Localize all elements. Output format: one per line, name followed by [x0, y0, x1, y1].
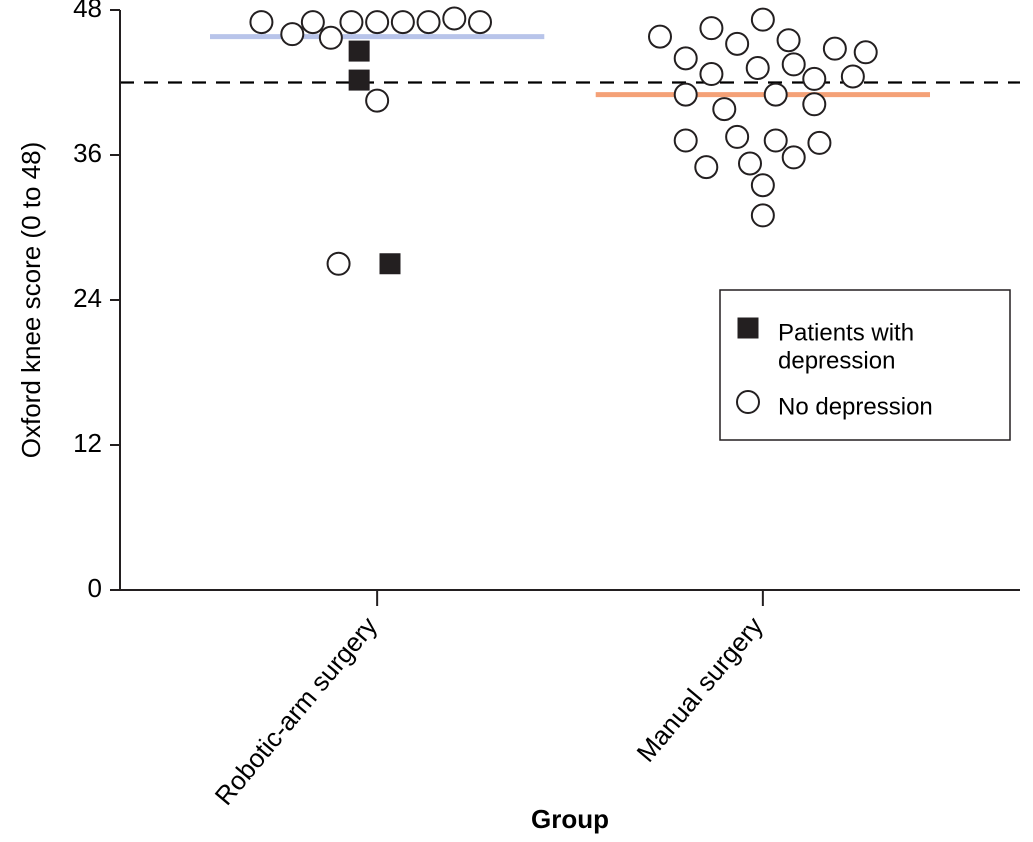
y-tick-label: 36	[73, 138, 102, 168]
data-point	[739, 152, 761, 174]
data-point	[366, 11, 388, 33]
data-point	[765, 130, 787, 152]
data-point	[726, 126, 748, 148]
data-point	[366, 90, 388, 112]
data-point	[855, 41, 877, 63]
data-point	[675, 84, 697, 106]
data-point	[842, 65, 864, 87]
y-tick-label: 24	[73, 283, 102, 313]
data-point	[700, 17, 722, 39]
x-category-label: Manual surgery	[631, 611, 769, 768]
data-point	[469, 11, 491, 33]
data-point	[675, 130, 697, 152]
data-point	[713, 98, 735, 120]
data-point	[752, 174, 774, 196]
data-point	[700, 63, 722, 85]
data-point	[808, 132, 830, 154]
data-point	[778, 29, 800, 51]
data-point	[726, 33, 748, 55]
y-tick-label: 12	[73, 428, 102, 458]
data-point	[380, 254, 400, 274]
x-category-label: Robotic-arm surgery	[209, 611, 383, 811]
legend-label: depression	[778, 347, 895, 374]
legend-marker-icon	[738, 318, 758, 338]
y-tick-label: 0	[88, 573, 102, 603]
data-point	[747, 57, 769, 79]
oxford-knee-score-chart: 0 12 24 36 48 Oxford knee score (0 to 48) Robo…	[0, 0, 1033, 842]
x-axis-label: Group	[531, 804, 609, 834]
data-point	[340, 11, 362, 33]
data-point	[803, 93, 825, 115]
data-point	[443, 7, 465, 29]
data-point	[649, 26, 671, 48]
data-point	[824, 38, 846, 60]
data-point	[675, 47, 697, 69]
data-point	[349, 41, 369, 61]
data-point	[320, 27, 342, 49]
data-point	[418, 11, 440, 33]
data-point	[752, 9, 774, 31]
data-point	[302, 11, 324, 33]
data-point	[783, 146, 805, 168]
legend-label: Patients with	[778, 319, 914, 346]
data-point	[783, 53, 805, 75]
data-point	[803, 68, 825, 90]
legend-label: No depression	[778, 393, 933, 420]
y-tick-label: 48	[73, 0, 102, 23]
data-point	[250, 11, 272, 33]
data-point	[392, 11, 414, 33]
data-point	[349, 70, 369, 90]
data-point	[281, 23, 303, 45]
data-point	[328, 253, 350, 275]
data-point	[765, 84, 787, 106]
data-point	[752, 204, 774, 226]
y-axis-label: Oxford knee score (0 to 48)	[16, 142, 46, 458]
legend-marker-icon	[737, 391, 759, 413]
data-point	[695, 156, 717, 178]
